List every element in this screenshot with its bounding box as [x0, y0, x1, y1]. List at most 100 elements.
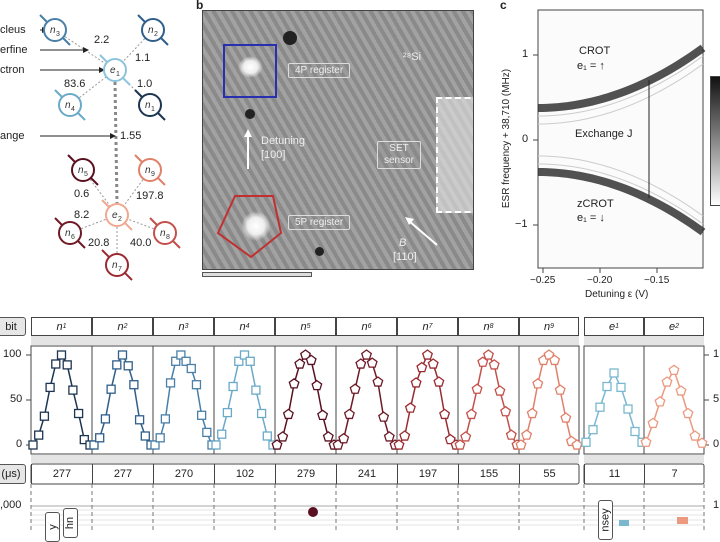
data-point	[311, 379, 323, 391]
rot-label-text: nsey	[599, 508, 612, 532]
ytick-minus1: −1	[515, 218, 528, 230]
data-point	[338, 432, 350, 444]
qubit-name: e	[668, 320, 676, 333]
coherence-point	[308, 507, 318, 517]
data-point	[217, 429, 227, 439]
qubit-name: n	[178, 320, 185, 333]
data-point	[378, 411, 390, 422]
qubit-sub: 3	[184, 323, 189, 330]
data-point	[186, 363, 196, 374]
svg-text:n: n	[145, 165, 151, 176]
t-value: 55	[519, 464, 579, 484]
svg-text:4: 4	[71, 106, 75, 113]
t-value: 11	[584, 464, 644, 484]
data-point	[421, 349, 434, 360]
xtick-2: −0.15	[644, 275, 670, 286]
data-point	[640, 436, 652, 447]
data-point	[360, 349, 373, 360]
data-point	[450, 439, 462, 450]
colorbar	[710, 76, 720, 206]
data-point	[89, 440, 99, 450]
ytick-50: 50	[10, 393, 23, 405]
row-label-time: (μs)	[0, 464, 26, 484]
set-sensor-region	[436, 97, 473, 213]
scale-bar	[202, 272, 312, 277]
4p-register-label: 4P register	[288, 63, 351, 78]
coupling-n3: 2.2	[94, 34, 110, 46]
coupling-n8: 40.0	[130, 237, 152, 249]
data-point	[654, 395, 666, 407]
coupling-n5: 0.6	[74, 188, 90, 200]
qubit-sub: 9	[550, 323, 555, 330]
data-point	[176, 350, 186, 360]
lower-ytick: ,000	[0, 499, 22, 511]
data-point	[282, 408, 294, 420]
data-point	[675, 385, 687, 396]
svg-text:n: n	[78, 165, 84, 176]
qubit-sub: 7	[428, 323, 433, 330]
svg-text:n: n	[65, 100, 71, 111]
fringe	[537, 55, 704, 117]
label-electron: ctron	[0, 64, 25, 76]
data-point	[416, 361, 428, 373]
data-point	[245, 356, 255, 366]
spin-network-diagram: n 3 n 2e 1n 4 n 1n 5 n 9e 2n 6 n 8n 7	[39, 14, 181, 281]
ytick-0: 0	[522, 133, 529, 145]
data-point	[460, 431, 472, 442]
data-point	[294, 358, 306, 369]
ytick-100: 100	[3, 348, 22, 360]
rabi-curve	[215, 353, 274, 446]
data-point	[207, 440, 217, 450]
svg-text:2: 2	[118, 216, 122, 223]
qubit-name: n	[56, 320, 63, 333]
label-nucleus: cleus	[0, 24, 26, 36]
data-point	[427, 358, 439, 369]
panel-c-label: c	[500, 0, 507, 12]
qubit-sub: 8	[489, 323, 494, 330]
data-point	[565, 435, 577, 447]
x-axis-label: Detuning ε (V)	[585, 289, 649, 300]
crot-state: e₁ = ↑	[577, 60, 605, 72]
set-sensor-label: SET sensor	[377, 141, 422, 169]
data-point	[689, 430, 701, 441]
data-point	[317, 409, 329, 420]
exchange-label: Exchange J	[575, 128, 633, 140]
data-point	[616, 382, 626, 393]
set-label: SET	[389, 143, 409, 154]
t-value: 277	[31, 464, 92, 484]
svg-text:2: 2	[154, 31, 158, 38]
qubit-name: n	[543, 320, 551, 333]
detuning-label: Detuning	[261, 135, 306, 147]
t-value: 277	[92, 464, 153, 484]
data-point	[602, 381, 612, 392]
data-point	[222, 407, 233, 418]
zcrot-label: zCROT	[577, 198, 614, 210]
rabi-curve	[520, 353, 578, 446]
rotated-label-2: hn	[63, 508, 78, 538]
svg-text:e: e	[112, 210, 118, 221]
data-point	[191, 380, 202, 390]
data-point	[439, 408, 451, 420]
data-point	[160, 414, 171, 424]
qubit-sub: 1	[62, 323, 67, 330]
ytick-0: 0	[16, 438, 23, 450]
coupling-n6: 8.2	[74, 209, 90, 221]
rabi-curve	[337, 353, 396, 446]
dark-spot	[315, 247, 324, 256]
coupling-n4: 83.6	[64, 78, 86, 90]
bright-spot	[238, 56, 263, 78]
svg-text:3: 3	[56, 31, 60, 38]
data-point	[155, 433, 165, 443]
qubit-sub: 6	[367, 323, 372, 330]
svg-text:e: e	[110, 65, 116, 76]
time-label-text: (μs)	[1, 468, 21, 480]
